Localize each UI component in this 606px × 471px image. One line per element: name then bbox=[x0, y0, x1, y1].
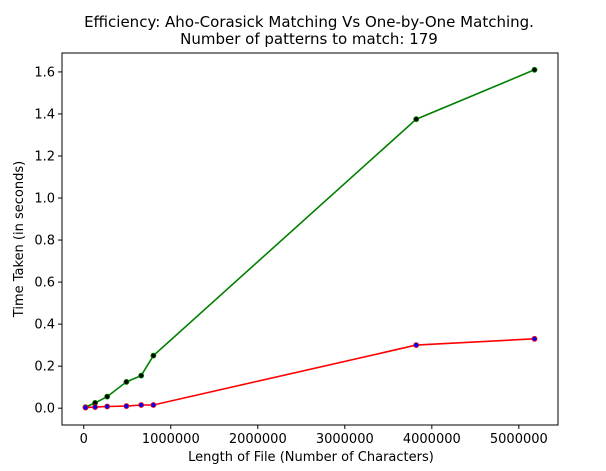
series-2-point bbox=[150, 402, 157, 408]
x-tick-label: 0 bbox=[80, 432, 88, 447]
chart-title: Efficiency: Aho-Corasick Matching Vs One… bbox=[84, 13, 534, 31]
y-tick-label: 1.4 bbox=[34, 107, 55, 122]
x-tick-label: 1000000 bbox=[142, 432, 200, 447]
x-axis: 0 1000000 2000000 3000000 4000000 5000000 bbox=[80, 425, 548, 447]
y-tick-label: 1.6 bbox=[34, 65, 55, 80]
plot-frame bbox=[61, 52, 559, 426]
y-tick-label: 0.2 bbox=[34, 360, 55, 375]
series-2-point bbox=[531, 335, 538, 342]
series-1-point bbox=[150, 352, 157, 359]
x-axis-label: Length of File (Number of Characters) bbox=[188, 450, 434, 465]
y-tick-label: 0.4 bbox=[34, 318, 55, 333]
x-tick-label: 4000000 bbox=[403, 432, 461, 447]
y-tick-label: 1.0 bbox=[34, 192, 55, 207]
y-tick-label: 0.6 bbox=[34, 276, 55, 291]
series-2-point bbox=[104, 403, 111, 410]
plot-area bbox=[82, 66, 538, 411]
y-axis: 0.0 0.2 0.4 0.6 0.8 1.0 1.2 1.4 1.6 bbox=[34, 65, 62, 417]
x-tick-label: 5000000 bbox=[490, 432, 548, 447]
y-tick-label: 0.0 bbox=[34, 402, 55, 417]
y-tick-label: 1.2 bbox=[34, 149, 55, 164]
x-tick-label: 3000000 bbox=[316, 432, 374, 447]
series-2-point bbox=[123, 403, 130, 410]
y-tick-label: 0.8 bbox=[34, 234, 55, 249]
series-1-point bbox=[138, 372, 145, 379]
y-axis-label: Time Taken (in seconds) bbox=[12, 161, 27, 318]
series-2-point bbox=[92, 404, 98, 411]
chart-subtitle: Number of patterns to match: 179 bbox=[180, 30, 438, 48]
series-1-point bbox=[123, 378, 130, 385]
series-2-point bbox=[138, 402, 145, 408]
series-2-point bbox=[413, 342, 420, 349]
series-1-point bbox=[413, 116, 420, 123]
series-1-point bbox=[104, 393, 111, 400]
x-tick-label: 2000000 bbox=[229, 432, 287, 447]
series-2-point bbox=[82, 404, 89, 411]
series-1-point bbox=[531, 66, 538, 73]
